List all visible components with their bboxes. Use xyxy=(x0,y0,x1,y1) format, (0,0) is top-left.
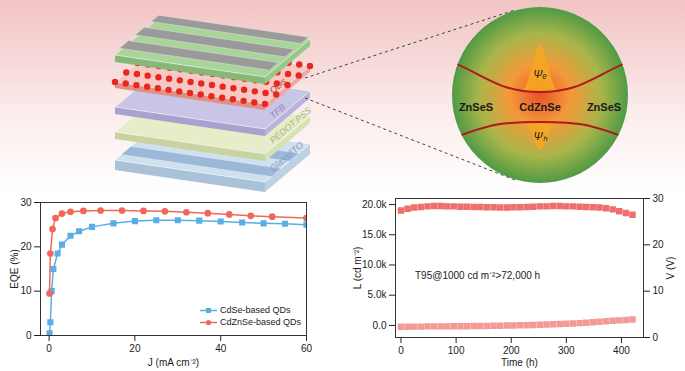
svg-text:0.0: 0.0 xyxy=(373,320,387,331)
svg-text:10: 10 xyxy=(653,285,665,296)
svg-text:Time (h): Time (h) xyxy=(501,357,538,368)
html-text:CdZnSe-based QDs: CdZnSe-based QDs xyxy=(220,317,301,327)
svg-text:20: 20 xyxy=(129,343,141,354)
svg-text:100: 100 xyxy=(448,345,465,356)
svg-text:V (V): V (V) xyxy=(665,257,676,280)
svg-text:EQE (%): EQE (%) xyxy=(9,249,20,288)
svg-text:L (cd m⁻²): L (cd m⁻²) xyxy=(352,247,363,290)
svg-text:30: 30 xyxy=(20,197,32,208)
svg-text:5.0k: 5.0k xyxy=(368,289,388,300)
svg-text:300: 300 xyxy=(558,345,575,356)
svg-text:40: 40 xyxy=(215,343,227,354)
svg-text:20.0k: 20.0k xyxy=(362,199,387,210)
svg-text:J (mA cm⁻²): J (mA cm⁻²) xyxy=(148,357,199,368)
svg-text:200: 200 xyxy=(503,345,520,356)
svg-text:10.0k: 10.0k xyxy=(362,259,387,270)
svg-text:CdZnSe: CdZnSe xyxy=(519,101,561,113)
svg-text:0: 0 xyxy=(46,343,52,354)
svg-text:0: 0 xyxy=(398,345,404,356)
svg-text:QDs: QDs xyxy=(267,76,289,96)
svg-text:15.0k: 15.0k xyxy=(362,229,387,240)
svg-text:ZnSeS: ZnSeS xyxy=(587,101,621,113)
svg-text:PEDOT:PSS: PEDOT:PSS xyxy=(267,105,314,146)
svg-text:Ψₑ: Ψₑ xyxy=(533,68,546,80)
svg-text:20: 20 xyxy=(20,241,32,252)
svg-text:Ψₕ: Ψₕ xyxy=(533,130,547,142)
svg-text:Glass/ITO: Glass/ITO xyxy=(267,139,306,174)
svg-text:20: 20 xyxy=(653,239,665,250)
svg-text:60: 60 xyxy=(301,343,313,354)
html-text:T95@1000 cd m⁻²>72,000 h: T95@1000 cd m⁻²>72,000 h xyxy=(415,270,541,281)
svg-text:0: 0 xyxy=(653,332,659,343)
svg-text:ZnSeS: ZnSeS xyxy=(459,101,493,113)
svg-text:30: 30 xyxy=(653,193,665,204)
svg-text:0: 0 xyxy=(26,330,32,341)
svg-text:TFB: TFB xyxy=(267,101,288,121)
html-text:CdSe-based QDs: CdSe-based QDs xyxy=(220,305,291,315)
svg-text:10: 10 xyxy=(20,285,32,296)
svg-text:400: 400 xyxy=(613,345,630,356)
